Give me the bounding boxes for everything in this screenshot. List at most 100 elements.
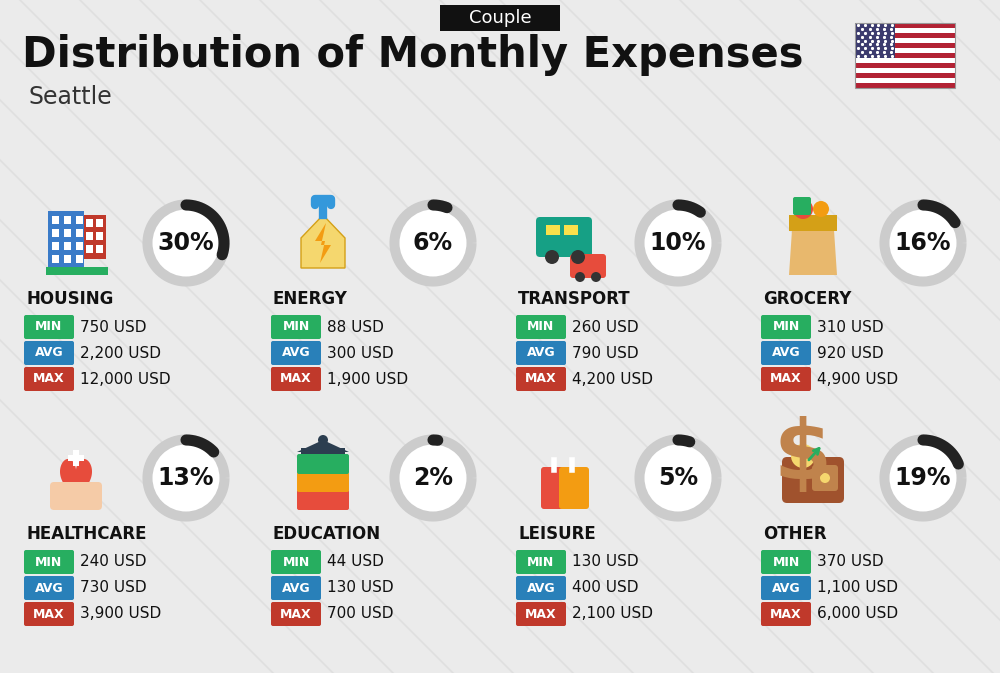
Text: 5%: 5% [658, 466, 698, 490]
FancyBboxPatch shape [516, 367, 566, 391]
Bar [52, 216, 59, 224]
Bar [76, 255, 83, 263]
Text: 130 USD: 130 USD [572, 555, 639, 569]
Text: HEALTHCARE: HEALTHCARE [26, 525, 146, 543]
Bar [96, 232, 103, 240]
Text: OTHER: OTHER [763, 525, 827, 543]
Text: MAX: MAX [33, 372, 65, 386]
FancyBboxPatch shape [516, 550, 566, 574]
Text: MIN: MIN [35, 320, 63, 334]
Circle shape [793, 199, 813, 219]
Text: AVG: AVG [282, 581, 310, 594]
Text: AVG: AVG [772, 347, 800, 359]
Bar [855, 38, 955, 43]
FancyBboxPatch shape [271, 315, 321, 339]
FancyBboxPatch shape [271, 341, 321, 365]
Circle shape [152, 209, 220, 277]
Bar [855, 78, 955, 83]
Text: GROCERY: GROCERY [763, 290, 851, 308]
Bar [52, 229, 59, 237]
Text: 2,200 USD: 2,200 USD [80, 345, 161, 361]
Bar [64, 255, 71, 263]
Text: AVG: AVG [35, 581, 63, 594]
Bar [855, 23, 895, 58]
Polygon shape [315, 223, 331, 263]
Text: 13%: 13% [158, 466, 214, 490]
FancyBboxPatch shape [516, 315, 566, 339]
Text: 19%: 19% [895, 466, 951, 490]
Text: MAX: MAX [525, 372, 557, 386]
Text: MIN: MIN [527, 555, 555, 569]
Bar [68, 455, 84, 461]
Bar [73, 450, 79, 466]
Circle shape [820, 473, 830, 483]
Bar [855, 68, 955, 73]
Text: 730 USD: 730 USD [80, 581, 147, 596]
Text: 790 USD: 790 USD [572, 345, 639, 361]
Bar [52, 242, 59, 250]
Bar [564, 225, 578, 235]
Circle shape [791, 444, 815, 468]
FancyBboxPatch shape [516, 602, 566, 626]
Polygon shape [789, 215, 837, 275]
FancyBboxPatch shape [271, 550, 321, 574]
Text: HOUSING: HOUSING [26, 290, 113, 308]
Circle shape [644, 444, 712, 511]
Bar [789, 215, 837, 231]
Text: 300 USD: 300 USD [327, 345, 394, 361]
Bar [76, 216, 83, 224]
Text: $: $ [774, 415, 832, 497]
Bar [855, 48, 955, 53]
Text: MIN: MIN [527, 320, 555, 334]
Bar [46, 267, 108, 275]
FancyBboxPatch shape [559, 467, 589, 509]
FancyBboxPatch shape [761, 602, 811, 626]
Text: 16%: 16% [895, 231, 951, 255]
Polygon shape [301, 215, 345, 268]
Text: TRANSPORT: TRANSPORT [518, 290, 631, 308]
Bar [52, 255, 59, 263]
Text: 750 USD: 750 USD [80, 320, 146, 334]
Bar [546, 225, 560, 235]
FancyBboxPatch shape [271, 576, 321, 600]
FancyBboxPatch shape [761, 550, 811, 574]
FancyBboxPatch shape [536, 217, 592, 257]
Circle shape [890, 444, 956, 511]
Circle shape [318, 435, 328, 445]
Text: AVG: AVG [527, 581, 555, 594]
FancyBboxPatch shape [24, 367, 74, 391]
Text: MIN: MIN [772, 320, 800, 334]
Text: MAX: MAX [33, 608, 65, 621]
FancyBboxPatch shape [297, 454, 349, 474]
Circle shape [152, 444, 220, 511]
Text: 370 USD: 370 USD [817, 555, 884, 569]
Text: 44 USD: 44 USD [327, 555, 384, 569]
Bar [96, 219, 103, 227]
Text: 6%: 6% [413, 231, 453, 255]
Text: 2%: 2% [413, 466, 453, 490]
Polygon shape [60, 459, 92, 505]
Text: MIN: MIN [282, 320, 310, 334]
Text: 130 USD: 130 USD [327, 581, 394, 596]
FancyBboxPatch shape [297, 490, 349, 510]
Text: 700 USD: 700 USD [327, 606, 394, 621]
FancyBboxPatch shape [516, 576, 566, 600]
Text: 10%: 10% [650, 231, 706, 255]
Bar [855, 83, 955, 88]
FancyBboxPatch shape [24, 315, 74, 339]
Bar [855, 23, 955, 88]
Circle shape [400, 209, 466, 277]
FancyBboxPatch shape [24, 550, 74, 574]
FancyBboxPatch shape [271, 367, 321, 391]
Text: EDUCATION: EDUCATION [273, 525, 381, 543]
Text: 1,900 USD: 1,900 USD [327, 371, 408, 386]
FancyBboxPatch shape [761, 576, 811, 600]
Text: 2,100 USD: 2,100 USD [572, 606, 653, 621]
Text: 400 USD: 400 USD [572, 581, 639, 596]
Bar [855, 58, 955, 63]
Text: Couple: Couple [469, 9, 531, 27]
FancyBboxPatch shape [440, 5, 560, 31]
Text: 240 USD: 240 USD [80, 555, 146, 569]
FancyBboxPatch shape [570, 254, 606, 278]
Text: MAX: MAX [525, 608, 557, 621]
